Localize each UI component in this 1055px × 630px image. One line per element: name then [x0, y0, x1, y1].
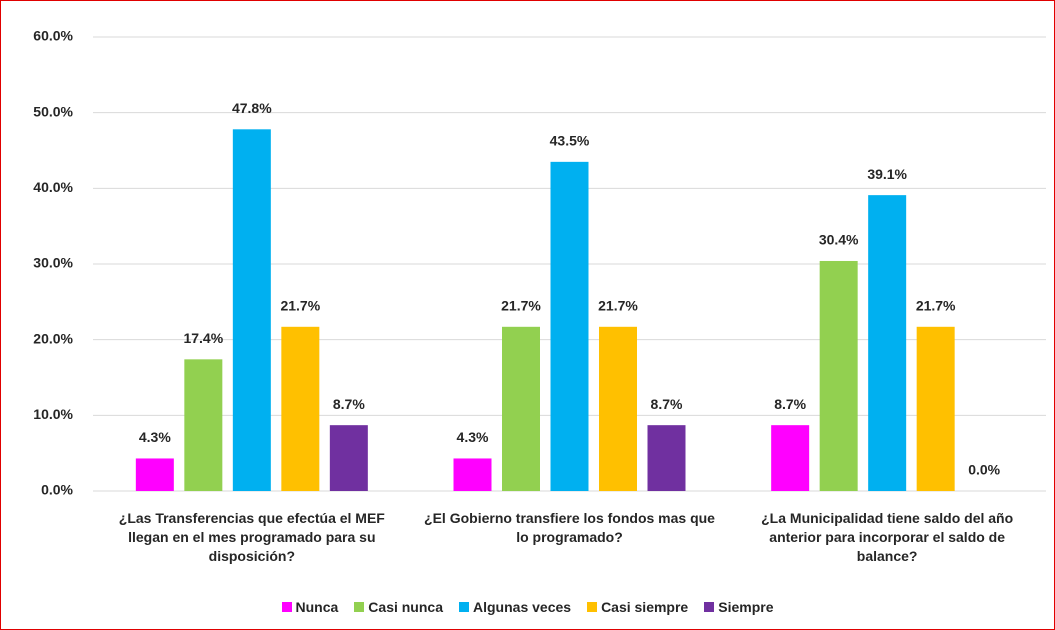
legend-item: Siempre [704, 599, 773, 615]
data-label: 17.4% [183, 330, 223, 346]
legend-label: Casi nunca [368, 599, 443, 615]
bar [453, 458, 492, 491]
y-tick-label: 30.0% [33, 255, 73, 271]
y-tick-label: 10.0% [33, 406, 73, 422]
legend-item: Casi siempre [587, 599, 688, 615]
legend-swatch [354, 602, 365, 612]
data-label: 4.3% [139, 429, 171, 445]
y-tick-label: 50.0% [33, 103, 73, 119]
bar [599, 326, 637, 491]
bar [550, 161, 589, 491]
legend-swatch [704, 602, 715, 612]
bar [232, 129, 271, 491]
bar [771, 425, 810, 491]
data-label: 8.7% [774, 396, 806, 412]
legend-item: Nunca [281, 599, 339, 615]
legend: Nunca Casi nunca Algunas veces Casi siempre… [1, 599, 1054, 615]
legend-label: Casi siempre [601, 599, 689, 615]
legend-item: Casi nunca [354, 599, 443, 615]
legend-swatch [459, 602, 469, 612]
legend-swatch [587, 602, 598, 612]
x-tick-label: ¿La Municipalidad tiene saldo del año an… [761, 510, 1014, 564]
x-tick-label: ¿El Gobierno transfiere los fondos mas q… [424, 510, 715, 545]
bar [819, 260, 858, 491]
legend-swatch [281, 602, 292, 612]
y-tick-label: 60.0% [33, 28, 73, 44]
y-tick-label: 40.0% [33, 179, 73, 195]
data-label: 8.7% [333, 396, 365, 412]
data-label: 39.1% [867, 166, 907, 182]
bar [184, 359, 223, 491]
bar [502, 326, 540, 491]
data-label: 0.0% [968, 462, 1000, 478]
legend-label: Siempre [718, 599, 774, 615]
bar [281, 326, 320, 491]
data-label: 30.4% [819, 232, 859, 248]
legend-label: Algunas veces [473, 599, 572, 615]
bar [868, 195, 907, 492]
data-label: 8.7% [651, 396, 683, 412]
data-label: 21.7% [598, 298, 638, 314]
legend-item: Algunas veces [459, 599, 571, 615]
data-label: 4.3% [457, 429, 489, 445]
data-label: 21.7% [501, 298, 541, 314]
bar [135, 458, 174, 491]
bar [916, 326, 955, 491]
bar [329, 425, 368, 491]
data-label: 21.7% [916, 298, 956, 314]
y-tick-label: 20.0% [33, 330, 73, 346]
y-tick-label: 0.0% [41, 482, 73, 498]
data-label: 43.5% [550, 133, 590, 149]
data-label: 47.8% [232, 100, 272, 116]
bar [647, 425, 686, 491]
data-label: 21.7% [280, 298, 320, 314]
legend-label: Nunca [295, 599, 339, 615]
x-tick-label: ¿Las Transferencias que efectúa el MEF l… [118, 510, 385, 564]
